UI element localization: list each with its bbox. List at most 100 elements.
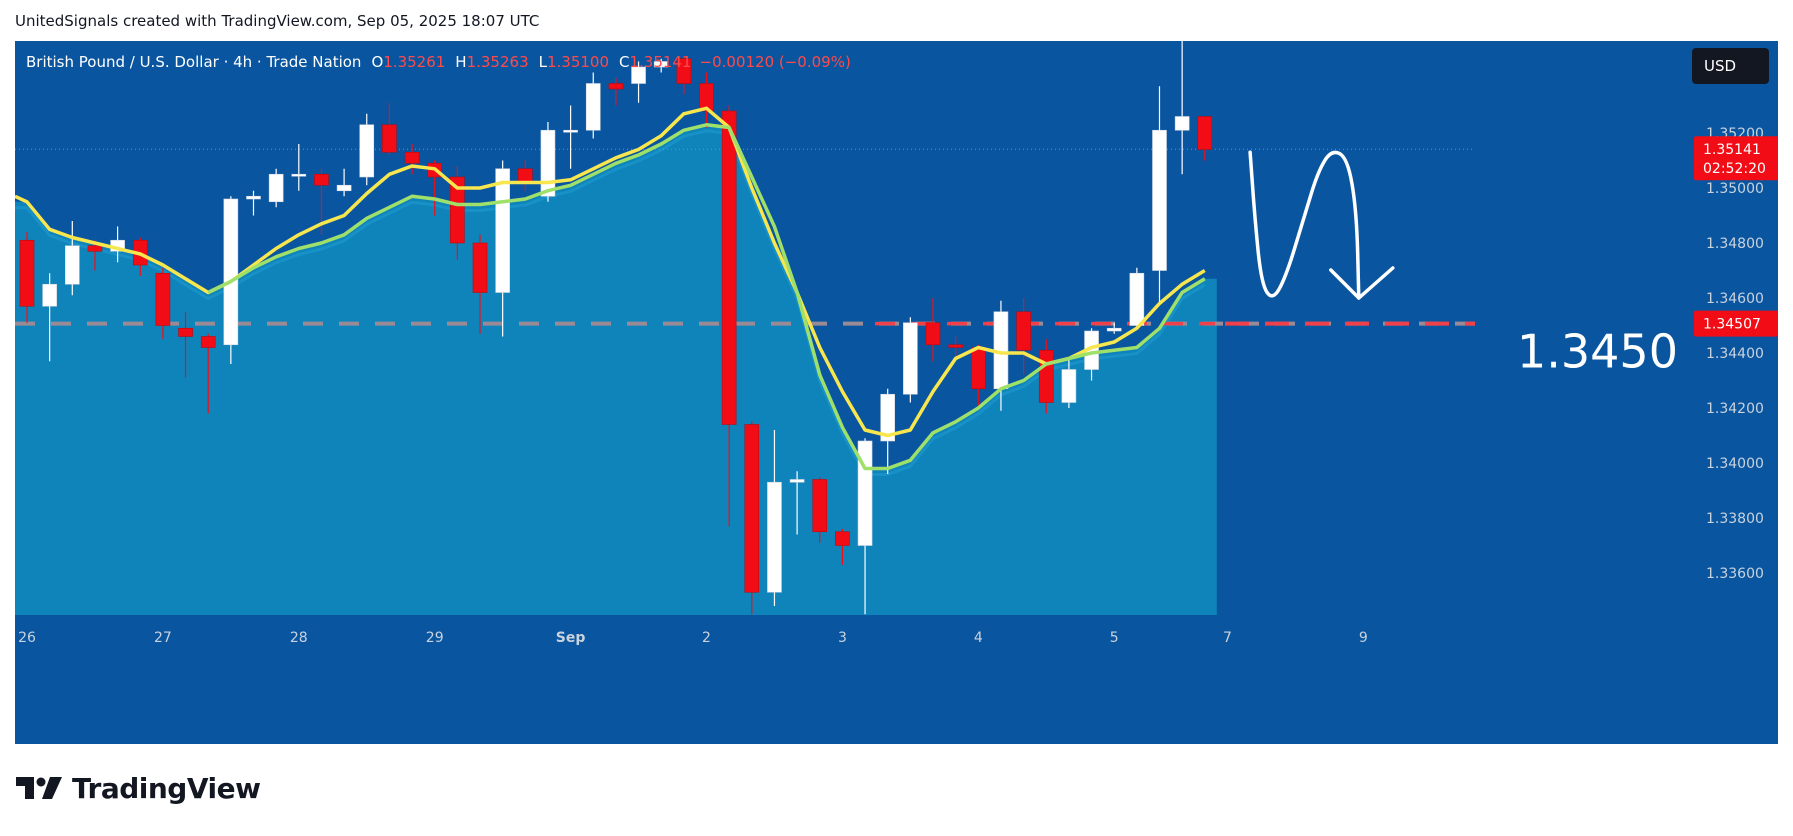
candle-body bbox=[880, 393, 896, 442]
candle-body bbox=[1106, 327, 1122, 332]
tradingview-logo[interactable]: TradingView bbox=[16, 772, 261, 805]
target-annotation: 1.3450 bbox=[1517, 325, 1678, 379]
candles-group bbox=[19, 41, 1213, 615]
candle-body bbox=[812, 479, 828, 533]
time-tick-label: 5 bbox=[1110, 630, 1119, 646]
open-key: O bbox=[371, 53, 384, 71]
candle bbox=[223, 196, 239, 364]
price-tick-label: 1.34600 bbox=[1706, 291, 1764, 307]
price-tick-label: 1.34400 bbox=[1706, 346, 1764, 362]
candle-body bbox=[1016, 311, 1031, 351]
candle bbox=[653, 58, 669, 73]
candle bbox=[1061, 358, 1077, 408]
candle-body bbox=[585, 83, 601, 131]
close-value: 1.35141 bbox=[629, 53, 692, 71]
candle-body bbox=[1174, 116, 1190, 131]
candle-body bbox=[87, 245, 103, 252]
time-tick-label: 29 bbox=[426, 630, 444, 646]
candle bbox=[1129, 267, 1145, 329]
candle-body bbox=[64, 245, 80, 285]
candle bbox=[19, 232, 35, 323]
candle-body bbox=[450, 176, 465, 244]
candle bbox=[631, 61, 646, 103]
time-tick-label: 28 bbox=[290, 630, 308, 646]
candle-body bbox=[699, 83, 714, 112]
candle-body bbox=[246, 195, 261, 200]
candle-body bbox=[178, 327, 193, 337]
price-tick-label: 1.33800 bbox=[1706, 511, 1764, 527]
candle bbox=[925, 298, 941, 362]
chart-caption: UnitedSignals created with TradingView.c… bbox=[15, 12, 540, 30]
candle bbox=[1016, 298, 1031, 375]
candle bbox=[246, 190, 261, 216]
current-price-tag bbox=[1694, 136, 1778, 181]
candlestick-chart[interactable]: 1.3450 1.33600 1.33800 1.34000 1.34200 1.3440… bbox=[15, 41, 1778, 744]
candle bbox=[1197, 116, 1213, 161]
indicator-band bbox=[15, 129, 1206, 476]
tradingview-logo-text: TradingView bbox=[72, 772, 261, 805]
low-value: 1.35100 bbox=[546, 53, 609, 71]
candle bbox=[87, 240, 103, 271]
candle bbox=[200, 333, 216, 414]
candle bbox=[1174, 41, 1190, 175]
candle bbox=[948, 336, 963, 359]
currency-button[interactable]: USD bbox=[1692, 48, 1769, 84]
candle-body bbox=[382, 124, 397, 153]
candle-body bbox=[359, 124, 375, 178]
candle-body bbox=[676, 58, 692, 84]
candle-body bbox=[608, 83, 624, 90]
candle bbox=[517, 160, 533, 191]
open-value: 1.35261 bbox=[383, 53, 446, 71]
candle bbox=[880, 388, 896, 474]
chart-panel[interactable]: 1.3450 1.33600 1.33800 1.34000 1.34200 1.3440… bbox=[15, 41, 1778, 744]
candle-body bbox=[1061, 369, 1077, 403]
time-axis bbox=[15, 615, 1694, 744]
candle-body bbox=[404, 151, 420, 164]
price-tick-label: 1.34800 bbox=[1706, 236, 1764, 252]
candle-body bbox=[1152, 129, 1167, 271]
candle bbox=[721, 105, 737, 527]
candle bbox=[789, 471, 805, 535]
time-tick-label: 27 bbox=[154, 630, 172, 646]
candle bbox=[676, 56, 692, 95]
candle-body bbox=[42, 283, 57, 307]
high-value: 1.35263 bbox=[466, 53, 529, 71]
candle-body bbox=[200, 336, 216, 348]
candle bbox=[382, 102, 397, 155]
time-tick-label: 26 bbox=[18, 630, 36, 646]
candle-body bbox=[1197, 116, 1213, 150]
candle-body bbox=[291, 173, 307, 177]
time-tick-label: 9 bbox=[1359, 630, 1368, 646]
price-tick-label: 1.33600 bbox=[1706, 566, 1764, 582]
time-tick-label: 4 bbox=[974, 630, 983, 646]
time-tick-label: 3 bbox=[838, 630, 847, 646]
candle-body bbox=[314, 173, 329, 186]
candle-body bbox=[631, 66, 646, 84]
candle bbox=[359, 113, 375, 186]
candle-body bbox=[540, 129, 556, 197]
candle-body bbox=[721, 110, 737, 425]
tradingview-logo-icon bbox=[16, 776, 62, 799]
candle bbox=[155, 267, 171, 340]
candle bbox=[1038, 339, 1054, 414]
candle bbox=[1106, 322, 1122, 334]
candle-body bbox=[563, 129, 578, 133]
candle bbox=[903, 317, 918, 403]
candle bbox=[1152, 86, 1167, 304]
candle-body bbox=[517, 168, 533, 183]
candle-body bbox=[835, 531, 850, 546]
candle bbox=[699, 72, 714, 128]
candle-body bbox=[19, 239, 35, 307]
price-tick-label: 1.34000 bbox=[1706, 456, 1764, 472]
candle-body bbox=[1129, 272, 1145, 326]
candle-body bbox=[925, 322, 941, 346]
change-value: −0.00120 (−0.09%) bbox=[699, 53, 851, 71]
candle bbox=[472, 234, 488, 334]
price-tick-label: 1.35000 bbox=[1706, 181, 1764, 197]
current-price-label: 1.35141 bbox=[1703, 142, 1761, 158]
close-key: C bbox=[619, 53, 630, 71]
candle-body bbox=[653, 61, 669, 68]
candle bbox=[268, 168, 284, 208]
projection-arrow-head bbox=[1329, 266, 1395, 300]
symbol-legend: British Pound / U.S. Dollar · 4h · Trade… bbox=[26, 53, 851, 71]
